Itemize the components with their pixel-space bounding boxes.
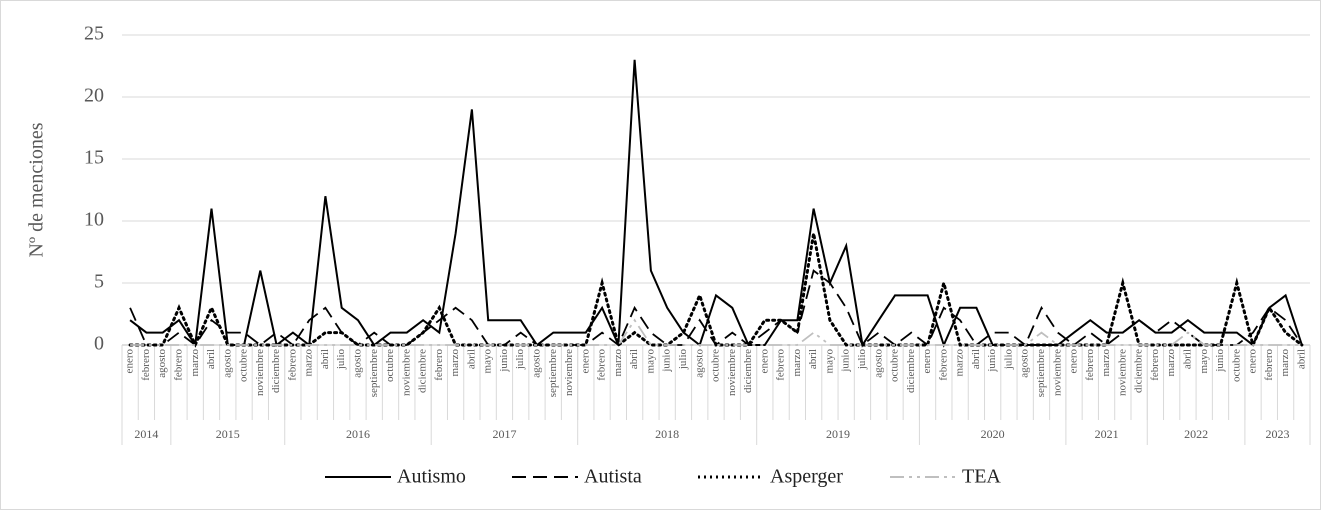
series-line [130, 318, 1302, 346]
year-label: 2015 [216, 427, 240, 441]
x-tick-label: julio [514, 349, 526, 371]
x-tick-label: agosto [872, 349, 884, 378]
x-tick-label: abril [970, 349, 982, 369]
x-tick-label: junio [498, 349, 510, 373]
x-tick-label: diciembre [270, 349, 282, 393]
year-label: 2020 [981, 427, 1005, 441]
y-axis-title: Nº de menciones [26, 122, 48, 257]
x-tick-label: abril [1295, 349, 1307, 369]
x-tick-label: febrero [1149, 349, 1161, 381]
legend-label: Autismo [397, 466, 466, 488]
x-tick-label: julio [677, 349, 689, 371]
x-tick-label: julio [1002, 349, 1014, 371]
x-tick-label: marzo [189, 349, 201, 377]
x-tick-label: agosto [352, 349, 364, 378]
x-tick-label: febrero [140, 349, 152, 381]
y-tick-label: 15 [84, 147, 104, 169]
x-tick-label: junio [661, 349, 673, 373]
x-tick-label: diciembre [742, 349, 754, 393]
x-tick-label: abril [319, 349, 331, 369]
x-tick-label: enero [124, 349, 136, 374]
year-label: 2014 [134, 427, 158, 441]
legend-label: Asperger [770, 466, 843, 488]
x-tick-label: noviembre [1051, 349, 1063, 396]
x-tick-label: junio [1214, 349, 1226, 373]
x-tick-label: febrero [937, 349, 949, 381]
x-tick-label: febrero [433, 349, 445, 381]
x-tick-label: mayo [482, 349, 494, 374]
x-tick-label: enero [758, 349, 770, 374]
x-tick-label: febrero [596, 349, 608, 381]
x-tick-label: agosto [1019, 349, 1031, 378]
x-tick-label: marzo [1100, 349, 1112, 377]
y-tick-label: 20 [84, 85, 104, 107]
x-tick-label: septiembre [1035, 349, 1047, 397]
x-tick-label: diciembre [1133, 349, 1145, 393]
x-tick-label: febrero [172, 349, 184, 381]
y-tick-label: 5 [94, 271, 104, 293]
year-label: 2019 [826, 427, 850, 441]
x-tick-label: marzo [954, 349, 966, 377]
y-tick-label: 25 [84, 23, 104, 45]
x-tick-label: marzo [791, 349, 803, 377]
year-label: 2022 [1184, 427, 1208, 441]
x-tick-label: octubre [1230, 349, 1242, 382]
x-tick-label: febrero [775, 349, 787, 381]
x-tick-label: abril [465, 349, 477, 369]
x-tick-label: agosto [221, 349, 233, 378]
x-tick-label: abril [628, 349, 640, 369]
year-label: 2023 [1265, 427, 1289, 441]
x-tick-label: marzo [303, 349, 315, 377]
series-line [128, 233, 1304, 350]
x-tick-label: enero [1068, 349, 1080, 374]
x-tick-label: febrero [1263, 349, 1275, 381]
x-tick-label: agosto [531, 349, 543, 378]
x-tick-label: octubre [238, 349, 250, 382]
x-tick-label: abril [1181, 349, 1193, 369]
x-tick-label: agosto [156, 349, 168, 378]
y-tick-label: 10 [84, 209, 104, 231]
x-tick-label: noviembre [563, 349, 575, 396]
x-tick-label: abril [807, 349, 819, 369]
x-tick-label: septiembre [368, 349, 380, 397]
year-label: 2021 [1095, 427, 1119, 441]
x-tick-label: junio [840, 349, 852, 373]
x-tick-label: julio [335, 349, 347, 371]
x-tick-label: marzo [1279, 349, 1291, 377]
x-tick-label: octubre [889, 349, 901, 382]
legend-label: Autista [584, 466, 642, 488]
x-tick-label: mayo [644, 349, 656, 374]
year-label: 2017 [492, 427, 516, 441]
series-line [129, 59, 1303, 348]
x-tick-label: marzo [1165, 349, 1177, 377]
x-tick-label: enero [921, 349, 933, 374]
x-tick-label: mayo [1198, 349, 1210, 374]
year-label: 2016 [346, 427, 370, 441]
x-tick-label: julio [856, 349, 868, 371]
x-tick-label: mayo [823, 349, 835, 374]
x-tick-label: agosto [693, 349, 705, 378]
legend-label: TEA [962, 466, 1001, 488]
x-tick-label: febrero [1084, 349, 1096, 381]
x-tick-label: septiembre [547, 349, 559, 397]
x-tick-label: noviembre [400, 349, 412, 396]
x-tick-label: diciembre [417, 349, 429, 393]
x-tick-label: junio [986, 349, 998, 373]
x-tick-label: marzo [449, 349, 461, 377]
x-tick-label: octubre [710, 349, 722, 382]
x-tick-label: enero [579, 349, 591, 374]
y-tick-label: 0 [94, 333, 104, 355]
x-tick-label: diciembre [905, 349, 917, 393]
year-label: 2018 [655, 427, 679, 441]
x-tick-label: octubre [384, 349, 396, 382]
x-tick-label: noviembre [254, 349, 266, 396]
x-tick-label: febrero [286, 349, 298, 381]
x-tick-label: noviembre [1116, 349, 1128, 396]
x-tick-label: marzo [612, 349, 624, 377]
x-tick-label: enero [1247, 349, 1259, 374]
x-tick-label: noviembre [726, 349, 738, 396]
x-tick-label: abril [205, 349, 217, 369]
